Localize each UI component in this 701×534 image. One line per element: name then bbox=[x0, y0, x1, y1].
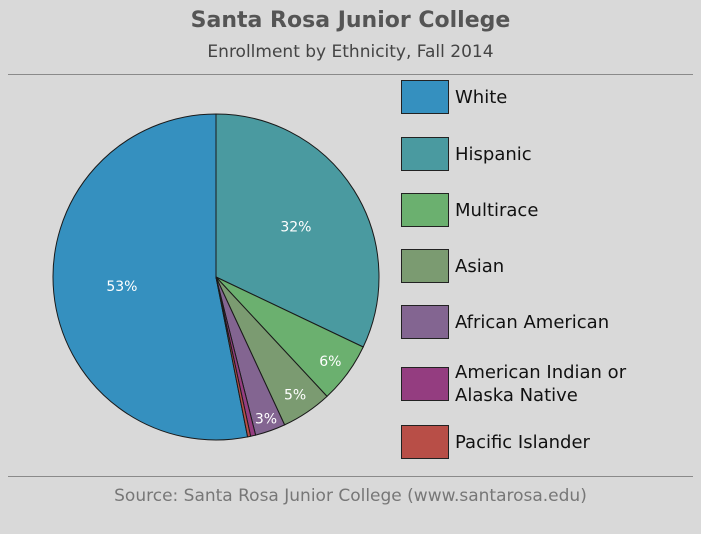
chart-title: Santa Rosa Junior College bbox=[190, 8, 511, 33]
source-note: Source: Santa Rosa Junior College (www.s… bbox=[114, 486, 587, 506]
slice-label-white: 53% bbox=[106, 279, 137, 295]
pie-slice-pacific-islander bbox=[215, 276, 252, 438]
slice-label-african-american: 3% bbox=[255, 411, 277, 427]
slice-label-hispanic: 32% bbox=[280, 220, 311, 236]
pie-slice-white bbox=[52, 113, 249, 441]
slice-label-multirace: 6% bbox=[319, 354, 341, 370]
pie-slice-hispanic bbox=[215, 113, 380, 348]
slice-label-asian: 5% bbox=[284, 388, 306, 404]
header-divider bbox=[8, 74, 693, 75]
footer-divider bbox=[8, 476, 693, 477]
chart-header: Santa Rosa Junior College Enrollment by … bbox=[0, 0, 701, 74]
chart-subtitle: Enrollment by Ethnicity, Fall 2014 bbox=[207, 42, 494, 62]
